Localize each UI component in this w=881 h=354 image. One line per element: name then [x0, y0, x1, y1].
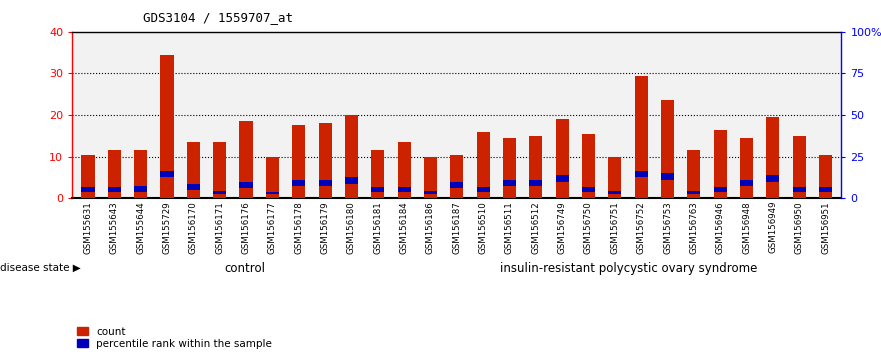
Text: GSM156171: GSM156171: [215, 201, 225, 254]
Bar: [134, 150, 147, 198]
Bar: [634, 171, 648, 177]
Bar: [187, 142, 200, 198]
Text: GSM156187: GSM156187: [452, 201, 462, 254]
Bar: [793, 187, 806, 192]
Bar: [740, 138, 753, 198]
Text: GSM156186: GSM156186: [426, 201, 435, 254]
Text: GSM155643: GSM155643: [110, 201, 119, 254]
Bar: [819, 187, 833, 192]
Text: GSM156946: GSM156946: [715, 201, 725, 253]
Text: GSM155644: GSM155644: [137, 201, 145, 254]
Bar: [240, 182, 253, 188]
Bar: [582, 134, 595, 198]
Bar: [714, 187, 727, 192]
Bar: [793, 136, 806, 198]
Text: GSM156511: GSM156511: [505, 201, 514, 254]
Bar: [107, 187, 121, 192]
Bar: [714, 130, 727, 198]
Bar: [661, 101, 674, 198]
Bar: [292, 125, 306, 198]
Text: disease state ▶: disease state ▶: [0, 263, 81, 273]
Text: GSM156510: GSM156510: [478, 201, 488, 254]
Bar: [213, 142, 226, 198]
Text: GSM156763: GSM156763: [689, 201, 699, 254]
Bar: [582, 187, 595, 192]
Bar: [344, 115, 358, 198]
Text: GSM156184: GSM156184: [400, 201, 409, 254]
Bar: [424, 156, 437, 198]
Text: insulin-resistant polycystic ovary syndrome: insulin-resistant polycystic ovary syndr…: [500, 262, 758, 275]
Bar: [240, 121, 253, 198]
Bar: [740, 179, 753, 186]
Text: GSM156177: GSM156177: [268, 201, 277, 254]
Text: GSM156178: GSM156178: [294, 201, 303, 254]
Text: GSM156948: GSM156948: [742, 201, 751, 253]
Text: GSM155631: GSM155631: [84, 201, 93, 254]
Bar: [529, 179, 543, 186]
Bar: [503, 138, 516, 198]
Bar: [529, 136, 543, 198]
Bar: [556, 119, 569, 198]
Bar: [477, 187, 490, 192]
Bar: [81, 187, 94, 192]
Bar: [292, 179, 306, 186]
Text: GSM156512: GSM156512: [531, 201, 540, 254]
Text: GSM156749: GSM156749: [558, 201, 566, 253]
Bar: [266, 156, 279, 198]
Bar: [187, 184, 200, 190]
Bar: [319, 124, 331, 198]
Text: GSM156949: GSM156949: [768, 201, 777, 253]
Bar: [107, 150, 121, 198]
Bar: [450, 182, 463, 188]
Bar: [266, 192, 279, 194]
Text: GSM156170: GSM156170: [189, 201, 198, 254]
Bar: [819, 155, 833, 198]
Text: GSM156179: GSM156179: [321, 201, 329, 253]
Text: GSM156951: GSM156951: [821, 201, 830, 253]
Text: GSM156753: GSM156753: [663, 201, 672, 254]
Text: GSM155729: GSM155729: [163, 201, 172, 253]
Bar: [319, 179, 331, 186]
Bar: [503, 179, 516, 186]
Bar: [608, 191, 621, 194]
Bar: [397, 187, 411, 192]
Bar: [160, 171, 174, 177]
Bar: [556, 175, 569, 182]
Text: GSM156752: GSM156752: [637, 201, 646, 254]
Legend: count, percentile rank within the sample: count, percentile rank within the sample: [78, 327, 272, 349]
Bar: [608, 156, 621, 198]
Bar: [766, 175, 780, 182]
Bar: [397, 142, 411, 198]
Bar: [371, 187, 384, 192]
Bar: [687, 150, 700, 198]
Text: GSM156751: GSM156751: [611, 201, 619, 254]
Bar: [371, 150, 384, 198]
Text: GSM156181: GSM156181: [374, 201, 382, 254]
Bar: [160, 55, 174, 198]
Text: GDS3104 / 1559707_at: GDS3104 / 1559707_at: [143, 11, 292, 24]
Bar: [344, 177, 358, 184]
Bar: [81, 155, 94, 198]
Bar: [477, 132, 490, 198]
Text: GSM156180: GSM156180: [347, 201, 356, 254]
Text: GSM156750: GSM156750: [584, 201, 593, 254]
Bar: [213, 191, 226, 194]
Bar: [687, 191, 700, 194]
Text: GSM156950: GSM156950: [795, 201, 803, 253]
Bar: [661, 173, 674, 179]
Text: GSM156176: GSM156176: [241, 201, 250, 254]
Bar: [134, 186, 147, 192]
Bar: [766, 117, 780, 198]
Bar: [634, 75, 648, 198]
Text: control: control: [224, 262, 265, 275]
Bar: [424, 191, 437, 194]
Bar: [450, 155, 463, 198]
